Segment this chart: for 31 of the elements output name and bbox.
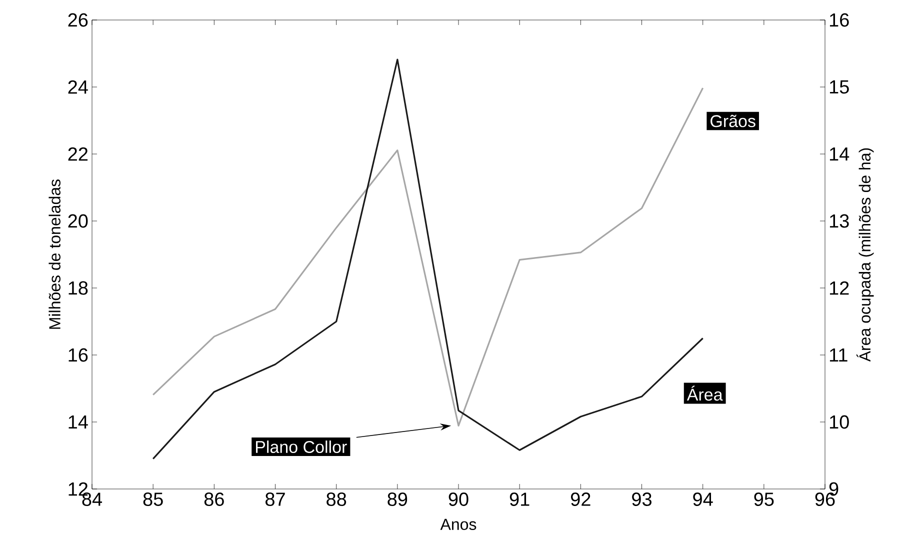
y2-axis-title: Área ocupada (milhões de ha)	[856, 148, 874, 362]
series-label: Grãos	[710, 114, 756, 128]
y2-tick-label: 13	[830, 214, 849, 228]
x-tick-label: 90	[448, 492, 468, 506]
y2-tick-label: 16	[830, 13, 849, 27]
x-tick-label: 91	[510, 492, 530, 506]
x-tick-label: 88	[326, 492, 346, 506]
x-tick-label: 92	[570, 492, 590, 506]
series-label: Área	[686, 386, 723, 401]
y-tick-label: 18	[68, 281, 88, 295]
y2-tick-label: 12	[830, 281, 849, 295]
y2-tick-label: 14	[830, 147, 850, 161]
x-tick-label: 95	[754, 492, 774, 506]
y-axis-title: Milhões de toneladas	[48, 180, 60, 329]
y-tick-label: 20	[68, 214, 88, 228]
x-tick-label: 87	[266, 492, 285, 506]
x-tick-label: 89	[388, 492, 408, 506]
y-tick-label: 24	[68, 80, 88, 94]
y-tick-label: 14	[68, 415, 88, 429]
y2-tick-label: 15	[830, 80, 849, 94]
y-tick-label: 26	[68, 13, 88, 27]
x-tick-label: 93	[632, 492, 652, 506]
annotation: Plano Collor	[256, 440, 347, 454]
x-axis-title: Anos	[440, 518, 476, 530]
y-tick-label: 22	[68, 147, 88, 161]
x-tick-label: 85	[143, 492, 163, 506]
x-tick-label: 86	[204, 492, 224, 506]
x-tick-label: 94	[693, 492, 713, 506]
y-tick-label: 16	[68, 348, 88, 362]
y2-tick-label: 10	[830, 415, 849, 429]
y2-tick-label: 11	[830, 348, 848, 362]
